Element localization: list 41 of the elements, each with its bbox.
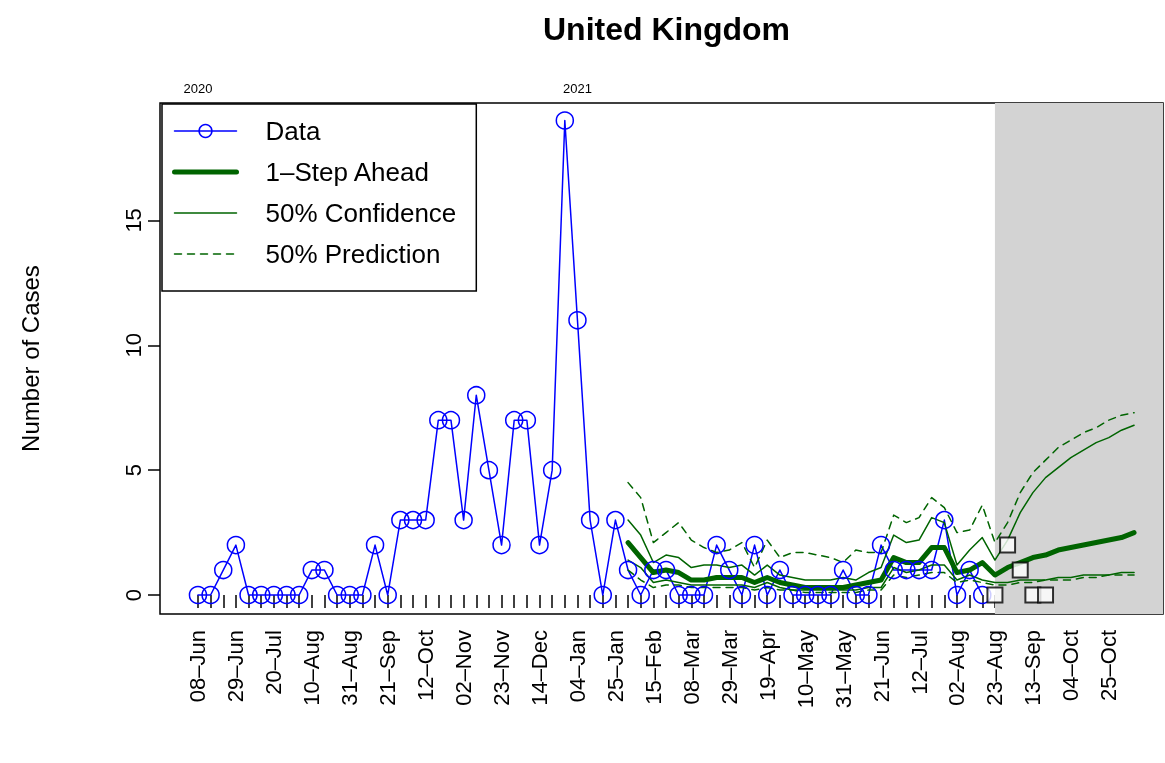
x-tick-label: 10–Aug (299, 630, 325, 706)
legend-label: Data (265, 116, 321, 146)
x-tick-label: 02–Aug (944, 630, 970, 706)
x-tick-label: 31–Aug (337, 630, 363, 706)
x-tick-label: 13–Sep (1020, 630, 1046, 706)
x-tick-label: 21–Jun (868, 630, 894, 703)
x-tick-label: 29–Mar (716, 630, 742, 705)
x-tick-label: 29–Jun (223, 630, 249, 703)
x-tick-label: 10–May (792, 630, 818, 709)
x-tick-label: 23–Nov (489, 630, 515, 706)
point (986, 586, 1004, 604)
point (999, 536, 1017, 554)
x-tick-label: 20–Jul (261, 630, 287, 695)
x-tick-label: 08–Jun (185, 630, 211, 703)
x-tick-label: 14–Dec (527, 630, 553, 706)
x-tick-label: 15–Feb (640, 630, 666, 705)
x-tick-label: 25–Jan (602, 630, 628, 703)
point (1037, 586, 1055, 604)
y-tick-label: 5 (120, 464, 146, 477)
x2-tick-label: 2020 (183, 81, 213, 96)
x-tick-label: 02–Nov (451, 630, 477, 706)
point (1011, 561, 1029, 579)
x-tick-label: 12–Jul (906, 630, 932, 695)
x-tick-label: 04–Oct (1058, 630, 1084, 701)
x-tick-label: 04–Jan (564, 630, 590, 703)
legend-label: 50% Prediction (265, 239, 441, 269)
legend-label: 50% Confidence (265, 198, 457, 228)
x-tick-label: 31–May (830, 630, 856, 709)
y-axis-title: Number of Cases (16, 265, 44, 452)
y-tick-label: 10 (120, 333, 146, 358)
x2-tick-label: 2021 (563, 81, 592, 96)
legend-label: 1–Step Ahead (265, 157, 429, 187)
x-tick-label: 08–Mar (678, 630, 704, 705)
x-tick-label: 25–Oct (1096, 630, 1122, 701)
x-tick-label: 21–Sep (375, 630, 401, 706)
chart-title: United Kingdom (542, 11, 791, 47)
y-tick-label: 15 (120, 208, 146, 233)
x-tick-label: 19–Apr (754, 630, 780, 701)
x-tick-label: 23–Aug (982, 630, 1008, 706)
y-tick-label: 0 (120, 588, 146, 602)
x-tick-label: 12–Oct (413, 630, 439, 701)
